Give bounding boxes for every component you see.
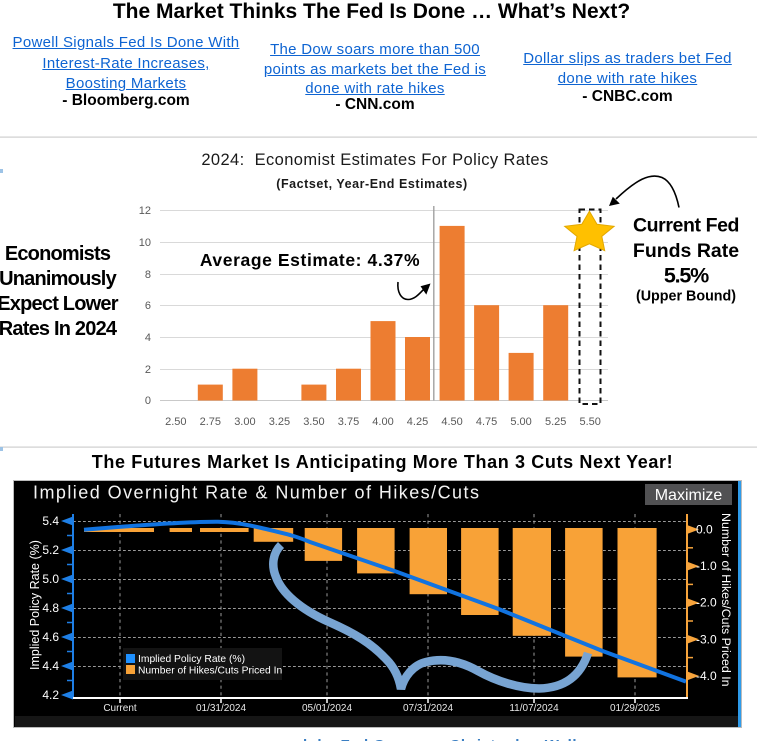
svg-text:0: 0 <box>145 395 151 407</box>
svg-text:05/01/2024: 05/01/2024 <box>302 703 352 714</box>
svg-text:Funds Rate: Funds Rate <box>633 240 739 262</box>
svg-text:5.25: 5.25 <box>545 416 566 428</box>
svg-text:07/31/2024: 07/31/2024 <box>403 703 453 714</box>
svg-text:4.75: 4.75 <box>476 416 497 428</box>
svg-text:Maximize: Maximize <box>655 487 723 504</box>
svg-text:2.75: 2.75 <box>200 416 221 428</box>
svg-text:5.5%: 5.5% <box>664 264 709 288</box>
svg-text:2: 2 <box>145 364 151 376</box>
svg-text:2.50: 2.50 <box>165 416 186 428</box>
svg-text:6: 6 <box>145 300 151 312</box>
svg-text:3.25: 3.25 <box>269 416 290 428</box>
svg-text:(Upper Bound): (Upper Bound) <box>636 289 736 305</box>
svg-text:5.00: 5.00 <box>510 416 531 428</box>
svg-text:5.50: 5.50 <box>579 416 600 428</box>
svg-text:-4.0: -4.0 <box>696 669 717 683</box>
svg-text:10: 10 <box>139 237 151 249</box>
svg-text:11/07/2024: 11/07/2024 <box>509 703 559 714</box>
svg-text:3.00: 3.00 <box>234 416 255 428</box>
svg-text:12: 12 <box>139 205 151 217</box>
svg-text:8: 8 <box>145 269 151 281</box>
svg-text:Number of Hikes/Cuts Priced In: Number of Hikes/Cuts Priced In <box>138 666 282 677</box>
svg-text:01/29/2025: 01/29/2025 <box>610 703 660 714</box>
svg-text:4.50: 4.50 <box>441 416 462 428</box>
svg-text:4.25: 4.25 <box>407 416 428 428</box>
svg-text:5.4: 5.4 <box>42 514 59 528</box>
svg-text:4.6: 4.6 <box>42 630 59 644</box>
svg-text:4.2: 4.2 <box>42 688 59 702</box>
svg-text:4.4: 4.4 <box>42 659 59 673</box>
svg-text:Implied Policy Rate (%): Implied Policy Rate (%) <box>28 540 42 670</box>
svg-text:Implied Policy Rate (%): Implied Policy Rate (%) <box>138 654 245 665</box>
svg-text:Implied Overnight Rate & Numbe: Implied Overnight Rate & Number of Hikes… <box>33 483 480 503</box>
svg-text:3.75: 3.75 <box>338 416 359 428</box>
svg-text:Current Fed: Current Fed <box>633 215 739 237</box>
svg-text:4.8: 4.8 <box>42 601 59 615</box>
svg-text:4.00: 4.00 <box>372 416 393 428</box>
svg-text:01/31/2024: 01/31/2024 <box>196 703 246 714</box>
svg-text:4: 4 <box>145 332 151 344</box>
svg-text:3.50: 3.50 <box>303 416 324 428</box>
svg-text:Average Estimate: 4.37%: Average Estimate: 4.37% <box>200 250 420 270</box>
svg-text:-1.0: -1.0 <box>696 559 717 573</box>
svg-text:-2.0: -2.0 <box>696 596 717 610</box>
svg-text:5.2: 5.2 <box>42 543 59 557</box>
svg-text:-3.0: -3.0 <box>696 632 717 646</box>
svg-text:5.0: 5.0 <box>42 572 59 586</box>
svg-text:Number of Hikes/Cuts Priced In: Number of Hikes/Cuts Priced In <box>719 513 733 687</box>
svg-text:0.0: 0.0 <box>696 523 713 537</box>
svg-text:Current: Current <box>103 703 137 714</box>
